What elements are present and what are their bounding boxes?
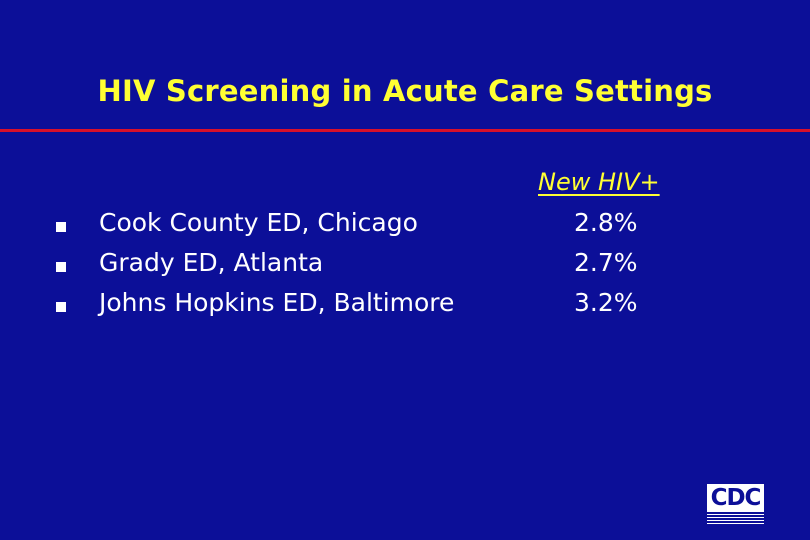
- list-item: Cook County ED, Chicago 2.8%: [0, 206, 810, 246]
- list-item: Grady ED, Atlanta 2.7%: [0, 246, 810, 286]
- column-header: New HIV+: [538, 168, 660, 196]
- title-divider: [0, 129, 810, 132]
- bullet-square-icon: [56, 262, 66, 272]
- site-name: Johns Hopkins ED, Baltimore: [99, 288, 455, 317]
- site-name: Grady ED, Atlanta: [99, 248, 324, 277]
- site-name: Cook County ED, Chicago: [99, 208, 418, 237]
- list-item: Johns Hopkins ED, Baltimore 3.2%: [0, 286, 810, 326]
- cdc-logo: CDC: [707, 484, 764, 524]
- new-hiv-percent: 2.8%: [574, 208, 638, 237]
- bullet-square-icon: [56, 302, 66, 312]
- new-hiv-percent: 3.2%: [574, 288, 638, 317]
- cdc-logo-lines: [707, 514, 764, 524]
- new-hiv-percent: 2.7%: [574, 248, 638, 277]
- slide-title: HIV Screening in Acute Care Settings: [97, 74, 713, 108]
- bullet-square-icon: [56, 222, 66, 232]
- cdc-logo-text: CDC: [707, 484, 764, 512]
